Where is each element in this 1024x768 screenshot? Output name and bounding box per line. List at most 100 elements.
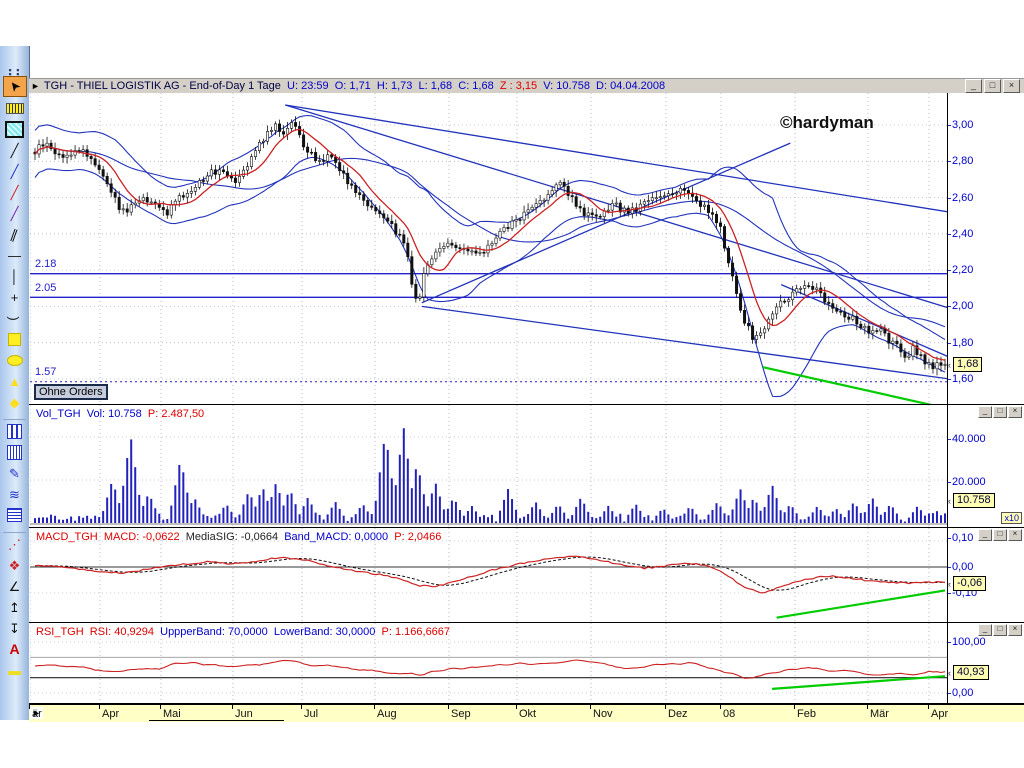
rsi-panel: RSI_TGH RSI: 40,9294 UppperBand: 70,0000… [29,623,1024,704]
watermark: ©hardyman [780,113,874,132]
axis-tick-label: 2,40 [948,228,973,240]
trendline-blue-tool[interactable]: ╱ [10,163,19,179]
maximize-button[interactable]: □ [993,406,1007,418]
visible-range-indicator [149,720,284,721]
month-tick [29,705,30,709]
arrow-down-tool[interactable]: ↧ [9,620,20,636]
pointer-tool[interactable]: ➤ [2,76,27,97]
minimize-button[interactable]: _ [978,529,992,541]
month-tick [160,705,161,709]
text-part: MediaSIG: -0,0664 [185,531,285,543]
chart-window-titlebar[interactable]: ► TGH - THIEL LOGISTIK AG - End-of-Day 1… [29,79,1024,94]
axis-tick-label: 2,20 [948,264,973,276]
text-tool[interactable]: A [9,641,20,657]
axis-tick-label: 0,00 [948,561,973,573]
ray-blue-red-tool[interactable]: ╱ [10,205,19,221]
triangle-shape-tool[interactable]: ▲ [8,373,21,389]
curve-tool[interactable]: ) [7,315,22,321]
month-label: Mär [870,708,889,720]
text-part: LowerBand: 30,0000 [273,626,382,638]
diamond-shape-tool[interactable]: ◆ [9,394,20,410]
axis-tick-label: 3,00 [948,119,973,131]
month-label: 08 [723,708,736,720]
month-label: Mai [163,708,181,720]
angle-tool[interactable]: ∠ [8,578,21,594]
ellipse-shape-tool[interactable] [3,350,27,370]
month-label: Nov [593,708,613,720]
volume-header: Vol_TGH Vol: 10.758 P: 2.487,50 [36,408,204,420]
trendline-tool[interactable]: ╱ [10,142,19,158]
toolbar-separator [3,413,26,420]
macd-header: MACD_TGH MACD: -0,0622 MediaSIG: -0,0664… [36,531,441,543]
month-label: Jul [304,708,319,720]
price-axis: 3,00 2,80 2,60 2,40 2,20 2,00 1,80 1,60«1,68 [947,93,1024,404]
volume-panel: Vol_TGH Vol: 10.758 P: 2.487,50 x10 _ □ × 4… [29,405,1024,528]
last-value-badge: «40,93 [948,665,989,680]
text-part: TGH - THIEL LOGISTIK AG - End-of-Day 1 T… [43,80,288,92]
close-button[interactable]: × [1003,79,1020,93]
minimize-button[interactable]: _ [978,406,992,418]
close-button[interactable]: × [1008,624,1022,636]
edit-chart-tool[interactable]: ✎ [9,465,20,481]
chart-title: TGH - THIEL LOGISTIK AG - End-of-Day 1 T… [44,80,965,92]
panel-window-controls: _ □ × [978,624,1022,636]
macd-panel: MACD_TGH MACD: -0,0622 MediaSIG: -0,0664… [29,528,1024,623]
text-part: U: 23:59 O: 1,71 H: 1,73 L: 1,68 C: 1,68 [287,80,500,92]
orders-status-button[interactable]: Ohne Orders [34,384,108,400]
zoom-box-tool[interactable] [3,119,27,139]
axis-tick-label: 0,00 [948,687,973,699]
notes-tool[interactable] [3,505,27,525]
horizontal-line-tool[interactable]: — [8,247,21,263]
month-tick [928,705,929,709]
close-button[interactable]: × [1008,406,1022,418]
arrow-up-tool[interactable]: ↥ [9,599,20,615]
text-part: P: 2.487,50 [147,408,205,420]
axis-tick-label: 0,10 [948,532,973,544]
month-label: Aug [377,708,397,720]
price-panel: ©hardyman 2.18 2.05 1.57 Ohne Orders 3,0… [29,93,1024,405]
month-label: Apr [931,708,949,720]
macd-chart-plot[interactable]: MACD_TGH MACD: -0,0622 MediaSIG: -0,0664… [30,528,947,622]
rectangle-shape-tool[interactable] [3,329,27,349]
month-label: Apr [102,708,120,720]
maximize-button[interactable]: □ [993,529,1007,541]
bars-pair-tool[interactable] [3,421,27,441]
close-button[interactable]: × [1008,529,1022,541]
minimize-button[interactable]: _ [978,624,992,636]
collapse-arrow-button[interactable]: ► [31,81,40,91]
month-label: är [32,708,42,720]
cross-tool[interactable]: + [10,289,19,305]
pin-tool[interactable] [3,98,27,118]
toolbar-separator [3,526,26,533]
price-chart-plot[interactable]: ©hardyman 2.18 2.05 1.57 Ohne Orders [30,93,947,404]
point-line-tool[interactable]: ⋰ [8,536,21,552]
marker-tool[interactable]: ▬ [8,662,21,678]
maximize-button[interactable]: □ [984,79,1001,93]
fan-arcs-tool[interactable]: ≋ [9,486,20,502]
last-value-badge: «10.758 [948,493,995,508]
volume-chart-plot[interactable]: Vol_TGH Vol: 10.758 P: 2.487,50 [30,405,947,527]
multi-point-tool[interactable]: ❖ [8,557,21,573]
drawing-toolbar: ▪ ▪ ▪ ▪ ➤ ╱ ╱ ╱ ╱ ∥ — │ +) ▲ ◆ ✎ ≋ ⋰ ❖ ∠ ↥ ↧ A ▬ [0,46,30,720]
text-part: P: 1.166,6667 [381,626,451,638]
parallel-lines-tool[interactable]: ∥ [8,225,21,243]
minimize-button[interactable]: _ [965,79,982,93]
text-part: MACD_TGH MACD: -0,0622 [36,531,186,543]
time-axis-scroll-button[interactable]: ► [30,707,43,719]
axis-tick-label: 40.000 [948,433,986,445]
month-tick [794,705,795,709]
toolbar-grip-handle[interactable]: ▪ ▪ ▪ ▪ [8,65,21,79]
axis-tick-label: 2,00 [948,300,973,312]
panel-window-controls: _ □ × [978,406,1022,418]
last-value-badge: «-0,06 [948,576,987,591]
macd-axis: _□×0,100,00-0,10«-0,06 [947,528,1024,622]
rsi-chart-plot[interactable]: RSI_TGH RSI: 40,9294 UppperBand: 70,0000… [30,623,947,703]
time-axis[interactable]: ► är Apr Mai Jun Jul Aug Sep Okt Nov Dez 08 Feb Mär A… [29,704,1024,722]
month-label: Feb [797,708,816,720]
ray-red-tool[interactable]: ╱ [10,184,19,200]
maximize-button[interactable]: □ [993,624,1007,636]
rsi-axis: _□×100,000,00«40,93 [947,623,1024,703]
bars-quad-tool[interactable] [3,442,27,462]
vertical-line-tool[interactable]: │ [10,268,19,284]
axis-tick-label: 2,80 [948,155,973,167]
